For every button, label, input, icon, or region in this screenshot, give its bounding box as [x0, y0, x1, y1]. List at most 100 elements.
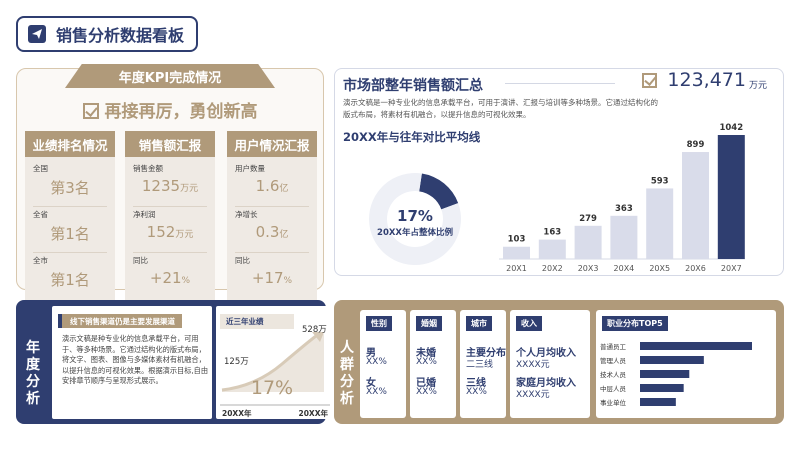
pie-slice	[419, 173, 459, 210]
category-label: 管理人员	[600, 356, 627, 365]
tick-label: 20X1	[506, 264, 527, 273]
kpi-cell: 同比 +21%	[133, 253, 207, 299]
crowd-column: 性别男 XX% 女 XX%	[360, 310, 406, 418]
kpi-value: 152	[146, 223, 176, 241]
data-label: 593	[651, 176, 669, 186]
bar	[640, 356, 704, 364]
crowd-column: 城市主要分布 二三线三线 XX%	[460, 310, 506, 418]
annual-title: 年度分析	[26, 340, 40, 407]
trend-line	[221, 334, 317, 392]
trend-chart: 125万 528万 17% 20XX年 20XX年	[220, 325, 330, 418]
dashboard-title: 销售分析数据看板	[16, 16, 198, 52]
annual-panel: 年度分析 线下销售渠道仍是主要发展渠道 演示文稿是种专业化的信息承载平台，可用于…	[16, 300, 334, 424]
bar	[574, 225, 602, 259]
three-year-tag: 近三年业绩	[220, 314, 294, 329]
chart-title: 20XX年与往年对比平均线	[343, 130, 481, 144]
bar	[610, 215, 638, 259]
crowd-column: 婚姻 未婚 XX% 已婚 XX%	[410, 310, 456, 418]
kpi-unit: %	[181, 276, 191, 286]
crowd-column-head: 婚姻	[416, 316, 442, 331]
tick-label: 20X2	[542, 264, 563, 273]
trend-area	[222, 334, 324, 392]
crowd-item-label: 三线	[466, 378, 486, 389]
kpi-unit: 亿	[279, 184, 289, 194]
crowd-column-head: 城市	[466, 316, 492, 331]
tick-label: 20X5	[649, 264, 670, 273]
crowd-item-label: 已婚	[416, 378, 436, 389]
crowd-column: 收入 个人月均收入 XXXX元 家庭月均收入 XXXX元	[510, 310, 590, 418]
kpi-label: 净利润	[133, 210, 156, 219]
kpi-column-ranking: 业绩排名情况 全国 第3名 全省 第1名 全市 第1名	[25, 131, 115, 305]
growth-value: 17%	[251, 377, 293, 399]
crowd-item-label: 家庭月均收入	[516, 378, 576, 389]
kpi-label: 全省	[33, 210, 48, 219]
kpi-label: 用户数量	[235, 164, 265, 173]
market-panel: 市场部整年销售额汇总 123,471 万元 演示文稿是一种专业化的信息承载平台，…	[334, 68, 784, 276]
crowd-title: 人群分析	[340, 340, 354, 407]
crowd-item-value: XX%	[466, 387, 487, 397]
kpi-panel: 年度KPI完成情况 再接再厉，勇创新高 业绩排名情况 全国 第3名 全省 第1名 全…	[16, 64, 324, 305]
crowd-item-value: XX%	[366, 357, 387, 367]
page-title: 销售分析数据看板	[56, 26, 185, 45]
arrow-icon	[312, 332, 324, 342]
kpi-column-title: 销售额汇报	[125, 131, 215, 157]
bar	[640, 398, 676, 406]
data-label: 163	[543, 228, 561, 238]
kpi-value: 1235	[141, 177, 181, 195]
kpi-value: +17	[251, 269, 284, 287]
kpi-value: +21	[149, 269, 182, 287]
market-title: 市场部整年销售额汇总	[343, 78, 483, 94]
start-value: 125万	[224, 357, 249, 367]
crowd-item-value: XXXX元	[516, 360, 550, 370]
crowd-item-value: 二三线	[466, 360, 494, 370]
kpi-title: 年度KPI完成情况	[118, 70, 222, 86]
crowd-column-head: 性别	[366, 316, 392, 331]
data-label: 899	[687, 140, 705, 150]
kpi-cell: 净利润 152万元	[133, 207, 207, 253]
end-value: 528万	[302, 325, 327, 335]
bar	[646, 188, 674, 259]
checkbox-icon	[642, 72, 658, 88]
bar	[640, 342, 752, 350]
crowd-item-label: 男	[366, 348, 376, 359]
kpi-cell: 同比 +17%	[235, 253, 309, 299]
end-year-label: 20XX年	[298, 408, 328, 418]
category-label: 技术人员	[600, 370, 627, 379]
channel-tag: 线下销售渠道仍是主要发展渠道	[58, 314, 182, 328]
channel-description: 演示文稿是种专业化的信息承载平台，可用于、等多种场景。它通过结构化的版式布局，将…	[62, 334, 209, 386]
crowd-item-value: XX%	[416, 387, 437, 397]
occupation-title: 职业分布TOP5	[602, 316, 668, 331]
tick-label: 20X3	[578, 264, 599, 273]
market-chart: 17% 20XX年占整体比例 103 20X1 163 20X2 279 20X3 363 20X…	[369, 123, 745, 273]
kpi-column-users: 用户情况汇报 用户数量 1.6亿 净增长 0.3亿 同比 +17%	[227, 131, 317, 305]
channel-card: 线下销售渠道仍是主要发展渠道 演示文稿是种专业化的信息承载平台，可用于、等多种场…	[52, 306, 212, 419]
bar	[640, 384, 684, 392]
kpi-value: 0.3	[255, 223, 280, 241]
crowd-item-label: 主要分布	[466, 348, 506, 359]
kpi-slogan-text: 再接再厉，勇创新高	[104, 102, 258, 122]
tick-label: 20X6	[685, 264, 706, 273]
divider	[505, 83, 615, 84]
kpi-cell: 用户数量 1.6亿	[235, 161, 309, 207]
market-total-unit: 万元	[748, 80, 767, 91]
donut-value: 17%	[397, 207, 433, 225]
data-label: 279	[579, 214, 597, 224]
kpi-cell: 全国 第3名	[33, 161, 107, 207]
bar	[717, 135, 745, 259]
occupation-card: 职业分布TOP5 普通员工 管理人员 技术人员 中层人员 事业单位	[596, 310, 776, 418]
kpi-value: 第1名	[50, 225, 90, 243]
kpi-value: 第3名	[50, 179, 90, 197]
kpi-unit: 万元	[175, 230, 194, 240]
crowd-item-value: XX%	[366, 387, 387, 397]
data-label: 103	[508, 235, 526, 245]
kpi-column-sales: 销售额汇报 销售金额 1235万元 净利润 152万元 同比 +21%	[125, 131, 215, 305]
crowd-item-label: 个人月均收入	[516, 348, 576, 359]
start-year-label: 20XX年	[222, 408, 252, 418]
kpi-unit: 亿	[279, 230, 289, 240]
market-total: 123,471 万元	[642, 69, 767, 91]
kpi-label: 同比	[133, 256, 148, 265]
donut-label: 20XX年占整体比例	[377, 227, 453, 238]
tick-label: 20X4	[614, 264, 635, 273]
bar	[640, 370, 690, 378]
